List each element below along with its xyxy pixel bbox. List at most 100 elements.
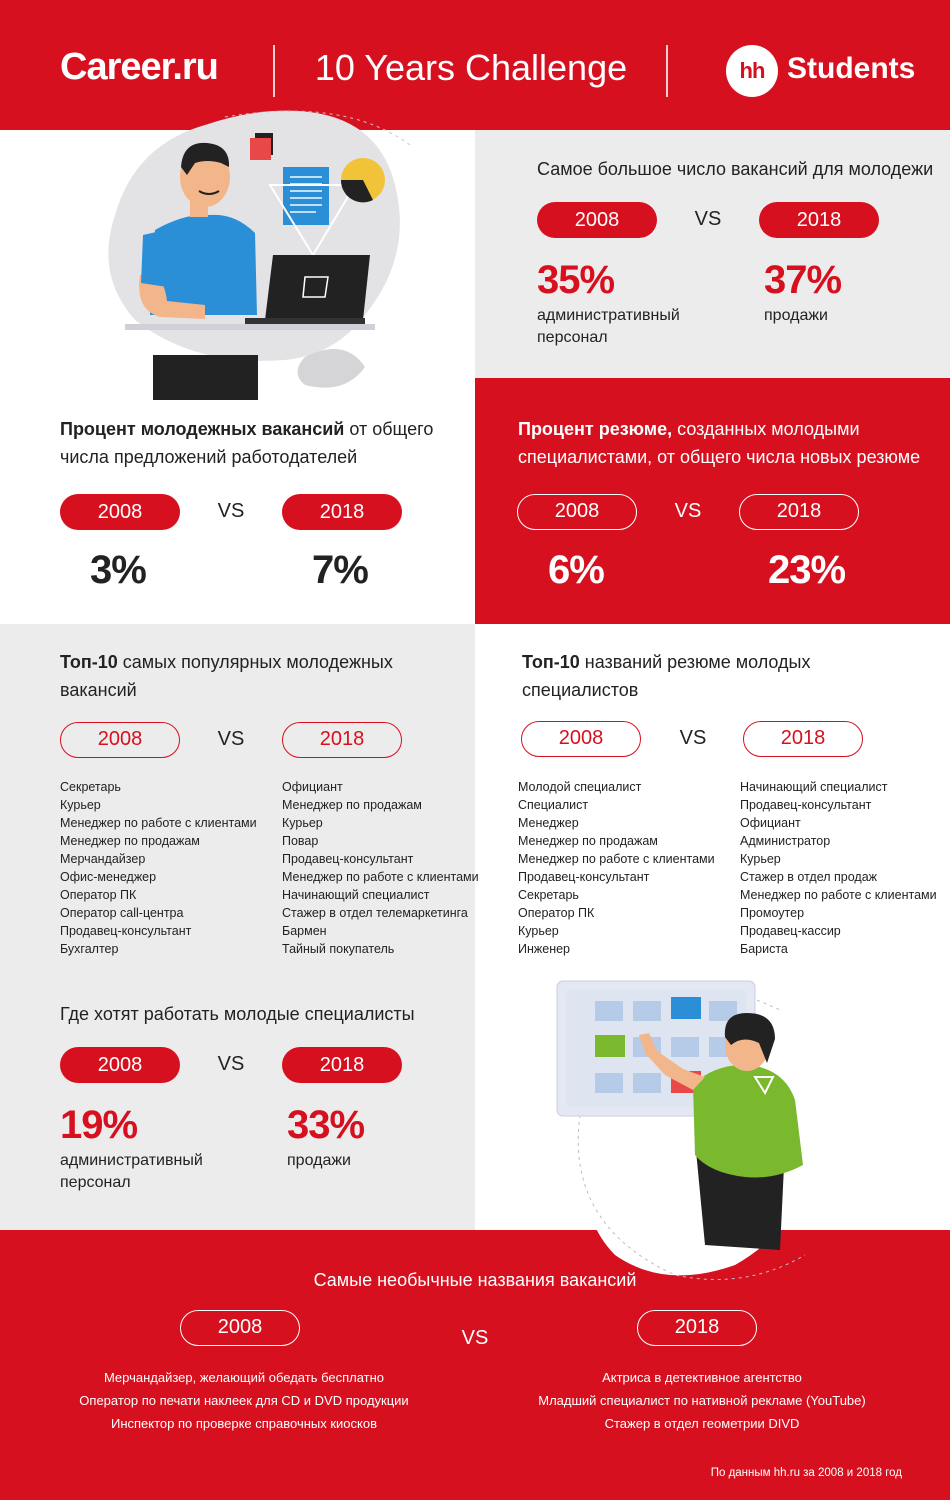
- title-bold: Топ-10: [60, 652, 118, 672]
- title-rest: самых популярных молодежных: [117, 652, 393, 672]
- hh-logo-icon: hh: [726, 45, 778, 97]
- value-2018: 7%: [312, 548, 369, 592]
- list-item: Промоутер: [740, 906, 805, 920]
- footer-bg: [0, 1230, 950, 1500]
- list-item: Менеджер по работе с клиентами: [518, 852, 715, 866]
- list-item: Официант: [740, 816, 801, 830]
- title-bold: Процент резюме,: [518, 419, 673, 439]
- list-item: Продавец-консультант: [282, 852, 414, 866]
- list-item: Менеджер по продажам: [282, 798, 422, 812]
- vs-label: VS: [679, 727, 707, 749]
- list-item: Продавец-консультант: [518, 870, 650, 884]
- section-bg: [475, 378, 950, 624]
- value-2018: 23%: [768, 548, 846, 592]
- title-line2: вакансий: [60, 680, 137, 700]
- year-2008-pill: 2008: [180, 1310, 300, 1346]
- list-item: Секретарь: [60, 780, 121, 794]
- vs-label: VS: [694, 208, 722, 230]
- top-vacancies-title: Топ-10 самых популярных молодежных вакан…: [60, 648, 393, 704]
- year-2008-pill: 2008: [60, 722, 180, 758]
- unusual-2008-list: Мерчандайзер, желающий обедать бесплатно…: [60, 1366, 428, 1435]
- vs-label: VS: [674, 500, 702, 522]
- list-item: Курьер: [740, 852, 781, 866]
- list-item: Тайный покупатель: [282, 942, 395, 956]
- list-item: Оператор ПК: [60, 888, 137, 902]
- unusual-2018-list: Актриса в детективное агентство Младший с…: [517, 1366, 887, 1435]
- label-line: административный: [60, 1152, 203, 1169]
- list-item: Начинающий специалист: [282, 888, 430, 902]
- list-item: Бариста: [740, 942, 788, 956]
- list-item: Менеджер по продажам: [518, 834, 658, 848]
- top-vacancies-2018-list: Официант Менеджер по продажам Курьер Повар П…: [282, 778, 479, 958]
- value-2008: 35%: [537, 258, 615, 302]
- value-2008: 6%: [548, 548, 605, 592]
- list-item: Стажер в отдел телемаркетинга: [282, 906, 468, 920]
- list-item: Актриса в детективное агентство: [602, 1370, 802, 1385]
- year-2018-pill: 2018: [637, 1310, 757, 1346]
- year-2008-pill: 2008: [60, 1047, 180, 1083]
- youth-share-title: Процент молодежных вакансий от общего чи…: [60, 415, 433, 471]
- label-line: административный: [537, 307, 680, 324]
- list-item: Оператор call-центра: [60, 906, 184, 920]
- vs-label: VS: [217, 1053, 245, 1075]
- top-resumes-2008-list: Молодой специалист Специалист Менеджер Мене…: [518, 778, 715, 958]
- person-laptop-illustration: [108, 110, 411, 400]
- top-vacancies-2008-list: Секретарь Курьер Менеджер по работе с клие…: [60, 778, 257, 958]
- year-2018-pill: 2018: [282, 1047, 402, 1083]
- students-label: Students: [787, 52, 916, 85]
- title-bold: Процент молодежных вакансий: [60, 419, 345, 439]
- list-item: Специалист: [518, 798, 589, 812]
- list-item: Секретарь: [518, 888, 579, 902]
- list-item: Администратор: [740, 834, 831, 848]
- resume-share-title: Процент резюме, созданных молодыми специ…: [518, 415, 920, 471]
- list-item: Мерчандайзер: [60, 852, 146, 866]
- year-2018-pill: 2018: [759, 202, 879, 238]
- year-2018-pill: 2018: [739, 494, 859, 530]
- list-item: Бармен: [282, 924, 327, 938]
- list-item: Менеджер по работе с клиентами: [740, 888, 937, 902]
- section-bg: [0, 624, 475, 1230]
- list-item: Инженер: [518, 942, 571, 956]
- label-2018: продажи: [287, 1152, 351, 1169]
- list-item: Курьер: [60, 798, 101, 812]
- top-resumes-2018-list: Начинающий специалист Продавец-консультан…: [740, 778, 937, 958]
- top-resumes-title: Топ-10 названий резюме молодых специалис…: [522, 648, 811, 704]
- value-2018: 37%: [764, 258, 842, 302]
- year-2008-pill: 2008: [521, 721, 641, 757]
- year-2008-pill: 2008: [60, 494, 180, 530]
- page-title: 10 Years Challenge: [314, 47, 628, 88]
- year-2018-pill: 2018: [282, 722, 402, 758]
- value-2008: 3%: [90, 548, 147, 592]
- title-rest: созданных молодыми: [672, 419, 860, 439]
- career-ru-logo: Career.ru: [60, 46, 219, 88]
- most-vacancies-title: Самое большое число вакансий для молодеж…: [537, 159, 934, 179]
- list-item: Оператор ПК: [518, 906, 595, 920]
- list-item: Офис-менеджер: [60, 870, 157, 884]
- header-divider: [273, 45, 275, 97]
- title-rest: названий резюме молодых: [579, 652, 811, 672]
- title-line2: специалистов: [522, 680, 639, 700]
- header: Career.ru 10 Years Challenge hh Students: [0, 0, 950, 130]
- want-to-work-title: Где хотят работать молодые специалисты: [60, 1004, 415, 1024]
- list-item: Мерчандайзер, желающий обедать бесплатно: [103, 1370, 385, 1385]
- label-2008: административный персонал: [537, 305, 680, 349]
- list-item: Продавец-консультант: [740, 798, 872, 812]
- list-item: Молодой специалист: [518, 780, 642, 794]
- title-line2: числа предложений работодателей: [60, 447, 358, 467]
- list-item: Младший специалист по нативной рекламе (…: [538, 1393, 866, 1408]
- year-2008-pill: 2008: [517, 494, 637, 530]
- list-item: Инспектор по проверке справочных киосков: [110, 1416, 378, 1431]
- year-2018-pill: 2018: [743, 721, 863, 757]
- label-line: персонал: [537, 329, 608, 346]
- vs-label: VS: [217, 728, 245, 750]
- title-line2: специалистами, от общего числа новых рез…: [518, 447, 921, 467]
- list-item: Курьер: [518, 924, 559, 938]
- person-board-illustration: [556, 977, 823, 1280]
- list-item: Менеджер по продажам: [60, 834, 200, 848]
- list-item: Начинающий специалист: [740, 780, 888, 794]
- list-item: Оператор по печати наклеек для CD и DVD …: [79, 1393, 409, 1408]
- list-item: Бухгалтер: [60, 942, 119, 956]
- list-item: Стажер в отдел геометрии DIVD: [604, 1416, 800, 1431]
- vs-label: VS: [217, 500, 245, 522]
